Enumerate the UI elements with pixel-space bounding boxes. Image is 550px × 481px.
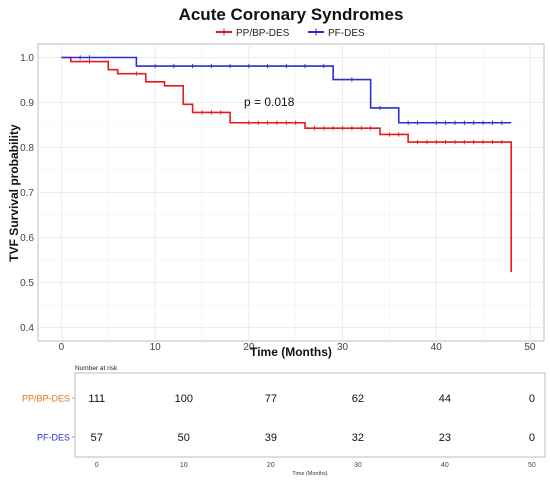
risk-value-pp-bp-des: 77	[265, 393, 277, 405]
x-axis-title: Time (Months)	[250, 345, 332, 359]
y-tick-label-2: 0.6	[20, 233, 34, 244]
plot-area: 0 10 20 30 40 50 0.4 0.5 0.6 0.7 0.8 0.9 1.0 p = 0.0…	[20, 43, 545, 353]
risk-value-pp-bp-des: 100	[175, 393, 193, 405]
y-axis-title: TVF Survival probability	[7, 124, 21, 262]
risk-x-tick-label-50: 50	[528, 462, 536, 469]
risk-value-pf-des: 50	[178, 432, 190, 444]
risk-value-pf-des: 23	[439, 432, 451, 444]
risk-x-tick-label-40: 40	[441, 462, 449, 469]
km-curve-pp-bp-des	[61, 56, 513, 273]
risk-table-panel	[74, 372, 546, 458]
x-tick-label-30: 30	[337, 342, 349, 353]
legend-label-pf-des: PF-DES	[328, 28, 365, 39]
series-layer	[61, 55, 513, 273]
risk-x-tick-label-20: 20	[267, 462, 275, 469]
y-tick-label-1: 0.5	[20, 278, 34, 289]
y-tick-label-4: 0.8	[20, 143, 34, 154]
y-tick-label-6: 1.0	[20, 53, 34, 64]
risk-row-label-pp-bp-des: PP/BP-DES	[22, 394, 70, 404]
x-tick-label-10: 10	[150, 342, 162, 353]
risk-x-tick-label-0: 0	[95, 462, 99, 469]
x-tick-label-40: 40	[431, 342, 443, 353]
risk-value-pp-bp-des: 62	[352, 393, 364, 405]
risk-value-pp-bp-des: 111	[88, 393, 105, 405]
risk-value-pf-des: 57	[91, 432, 103, 444]
x-tick-label-50: 50	[524, 342, 536, 353]
risk-value-pf-des: 32	[352, 432, 364, 444]
x-tick-label-0: 0	[59, 342, 65, 353]
risk-value-pp-bp-des: 0	[529, 393, 535, 405]
risk-value-pf-des: 0	[529, 432, 535, 444]
risk-row-label-pf-des: PF-DES	[37, 433, 70, 443]
y-tick-label-5: 0.9	[20, 98, 34, 109]
risk-table: Number at risk PP/BP-DES 111 100 77 62 44 0PF-…	[22, 365, 546, 477]
risk-value-pf-des: 39	[265, 432, 277, 444]
risk-table-x-title: Time (Months)	[292, 471, 327, 477]
risk-layer: PP/BP-DES 111 100 77 62 44 0 PF-DES 57 50 39 32 23 0 0…	[22, 393, 536, 469]
risk-x-tick-label-30: 30	[354, 462, 362, 469]
chart-title: Acute Coronary Syndromes	[179, 5, 404, 24]
tick-layer: 0 10 20 30 40 50 0.4 0.5 0.6 0.7 0.8 0.9 1.0	[20, 53, 536, 353]
risk-x-tick-label-10: 10	[180, 462, 188, 469]
grid-layer	[38, 44, 544, 341]
y-tick-label-0: 0.4	[20, 323, 34, 334]
legend-label-pp-bp-des: PP/BP-DES	[236, 28, 290, 39]
x-tick-label-20: 20	[243, 342, 255, 353]
risk-value-pp-bp-des: 44	[439, 393, 451, 405]
p-value-annotation: p = 0.018	[244, 95, 295, 109]
risk-table-title: Number at risk	[75, 365, 118, 372]
y-tick-label-3: 0.7	[20, 188, 34, 199]
legend: PP/BP-DES PF-DES	[216, 28, 365, 39]
